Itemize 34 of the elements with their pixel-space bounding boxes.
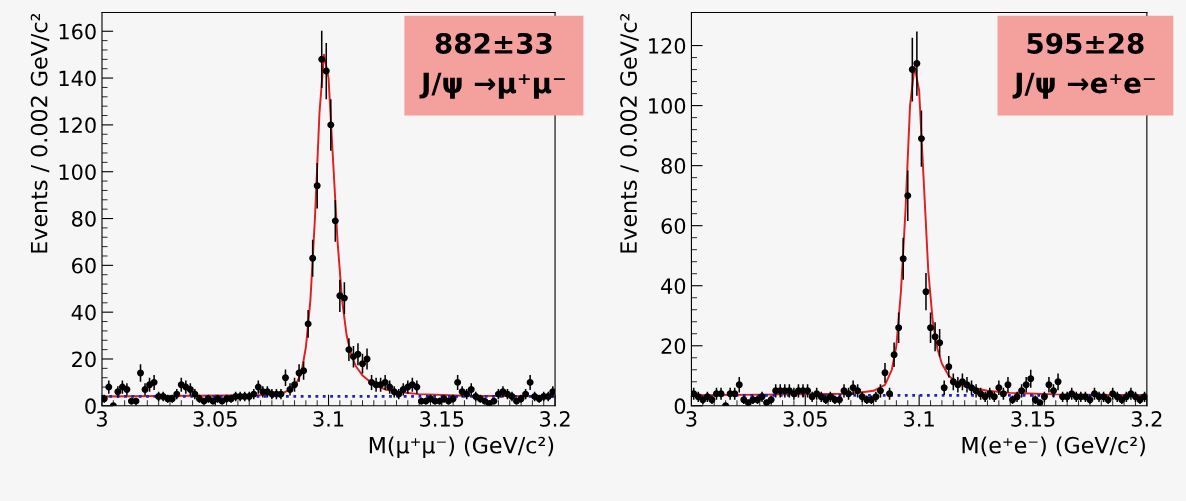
y-axis-title: Events / 0.002 GeV/c² [30,13,50,253]
x-tick-label: 3 [96,411,107,427]
y-tick-label: 80 [72,210,96,227]
y-tick-label: 60 [72,257,96,274]
y-tick-label: 0 [85,398,96,415]
y-tick-label: 120 [649,38,686,54]
y-axis-title: Events / 0.002 GeV/c² [620,13,639,253]
x-tick-label: 3 [686,411,697,427]
y-tick-label: 120 [59,117,96,134]
annotation: 595±28 [1027,32,1144,54]
annotation: 882±33 [435,32,552,54]
y-tick-label: 60 [661,218,686,234]
y-tick-label: 140 [59,70,96,87]
x-tick-label: 3.15 [1011,411,1055,427]
x-axis-title: M(e⁺e⁻) (GeV/c²) [962,436,1145,457]
y-tick-label: 20 [72,351,96,368]
y-tick-label: 100 [59,164,96,180]
x-tick-label: 3.05 [193,411,237,427]
y-tick-label: 80 [661,158,686,174]
y-tick-label: 0 [674,398,686,415]
x-axis-title: M(μ⁺μ⁻) (GeV/c²) [369,436,554,458]
y-tick-label: 20 [661,338,686,354]
y-tick-label: 100 [649,98,686,114]
x-tick-label: 3.1 [313,411,344,427]
y-tick-label: 160 [59,23,96,40]
x-tick-label: 3.2 [540,411,570,427]
x-tick-label: 3.15 [420,411,464,427]
annotation: J/ψ →e⁺e⁻ [1012,72,1155,99]
x-tick-label: 3.2 [1131,411,1162,427]
x-tick-label: 3.05 [783,411,827,427]
annotation: J/ψ →μ⁺μ⁻ [419,72,565,99]
x-tick-label: 3.1 [904,411,934,427]
y-tick-label: 40 [71,304,96,321]
y-tick-label: 40 [661,278,686,294]
